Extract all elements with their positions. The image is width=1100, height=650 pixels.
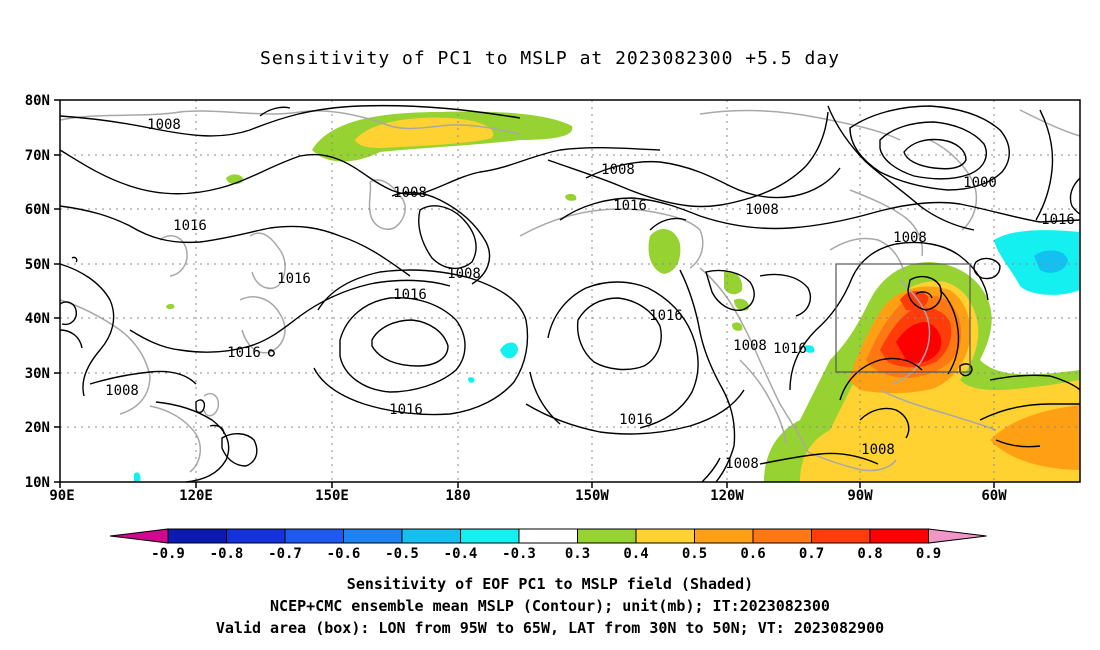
lat-label: 50N xyxy=(25,257,50,273)
contour-label: 1016 xyxy=(619,412,653,428)
contour-label: 1016 xyxy=(389,402,423,418)
contour-label: 1008 xyxy=(601,162,635,178)
axis-ticks xyxy=(54,99,995,488)
colorbar-swatch xyxy=(635,528,695,544)
lon-label: 120E xyxy=(179,488,213,504)
colorbar-label: -0.5 xyxy=(385,546,419,562)
colorbar-swatch xyxy=(167,528,227,544)
lon-label: 150W xyxy=(575,488,609,504)
contour-label: 1008 xyxy=(393,185,427,201)
contour-label: 1016 xyxy=(649,308,683,324)
lat-label: 80N xyxy=(25,93,50,109)
colorbar-label: -0.3 xyxy=(502,546,536,562)
lon-label: 180 xyxy=(445,488,470,504)
colorbar-swatch xyxy=(694,528,754,544)
valid-area-box xyxy=(835,263,971,373)
colorbar-label: -0.9 xyxy=(151,546,185,562)
colorbar-swatch xyxy=(811,528,871,544)
colorbar-swatch xyxy=(577,528,637,544)
contour-label: 1016 xyxy=(173,218,207,234)
grid-lines xyxy=(60,100,1080,482)
contour-label: 1008 xyxy=(733,338,767,354)
plot-frame xyxy=(59,99,1081,483)
contour-label: 1008 xyxy=(861,442,895,458)
contour-label: 1000 xyxy=(963,175,997,191)
lat-label: 10N xyxy=(25,475,50,491)
colorbar-swatch xyxy=(226,528,286,544)
lat-label: 70N xyxy=(25,148,50,164)
contour-label: 1008 xyxy=(745,202,779,218)
contour-labels: 1008 1008 1016 1016 1016 1008 1008 1016 … xyxy=(105,117,1075,472)
colorbar-max-arrow xyxy=(928,528,987,544)
map-title: Sensitivity of PC1 to MSLP at 2023082300… xyxy=(259,48,840,69)
lon-label: 60W xyxy=(981,488,1007,504)
colorbar-swatch xyxy=(343,528,403,544)
contour-label: 1008 xyxy=(147,117,181,133)
colorbar-swatch xyxy=(869,528,929,544)
colorbar-label: 0.4 xyxy=(623,546,648,562)
contour-label: 1016 xyxy=(227,345,261,361)
colorbar-swatch xyxy=(401,528,461,544)
colorbar-swatch xyxy=(284,528,344,544)
contour-label: 1008 xyxy=(725,456,759,472)
colorbar-label: 0.9 xyxy=(916,546,941,562)
lat-label: 20N xyxy=(25,420,50,436)
longitude-labels: 90E 120E 150E 180 150W 120W 90W 60W xyxy=(49,488,1007,504)
colorbar-label: -0.4 xyxy=(444,546,478,562)
lat-label: 60N xyxy=(25,202,50,218)
colorbar: -0.9 -0.8 -0.7 -0.6 -0.5 -0.4 -0.3 0.3 0.4 0.5 0.6… xyxy=(109,528,987,562)
mslp-contours xyxy=(59,104,1081,483)
contour-label: 1016 xyxy=(613,198,647,214)
colorbar-label: -0.6 xyxy=(327,546,361,562)
lat-label: 40N xyxy=(25,311,50,327)
contour-label: 1016 xyxy=(393,287,427,303)
colorbar-label: 0.7 xyxy=(799,546,824,562)
latitude-labels: 80N 70N 60N 50N 40N 30N 20N 10N xyxy=(25,93,50,491)
lon-label: 90W xyxy=(847,488,873,504)
colorbar-label: 0.8 xyxy=(857,546,882,562)
contour-label: 1008 xyxy=(105,383,139,399)
contour-label: 1008 xyxy=(893,230,927,246)
caption-line-1: Sensitivity of EOF PC1 to MSLP field (Sh… xyxy=(346,575,754,593)
contour-label: 1016 xyxy=(1041,212,1075,228)
lon-label: 90E xyxy=(49,488,74,504)
lon-label: 120W xyxy=(710,488,744,504)
colorbar-label: 0.6 xyxy=(740,546,765,562)
colorbar-swatch xyxy=(752,528,812,544)
contour-label: 1016 xyxy=(277,271,311,287)
colorbar-swatch xyxy=(518,528,578,544)
colorbar-label: -0.8 xyxy=(210,546,244,562)
colorbar-label: -0.7 xyxy=(268,546,302,562)
contour-label: 1008 xyxy=(447,266,481,282)
colorbar-swatch xyxy=(460,528,520,544)
caption-line-2: NCEP+CMC ensemble mean MSLP (Contour); u… xyxy=(270,597,830,615)
lon-label: 150E xyxy=(315,488,349,504)
colorbar-label: 0.5 xyxy=(682,546,707,562)
coastlines xyxy=(59,109,1081,473)
colorbar-min-arrow xyxy=(109,528,169,544)
caption-line-3: Valid area (box): LON from 95W to 65W, L… xyxy=(215,619,885,637)
colorbar-label: 0.3 xyxy=(565,546,590,562)
lat-label: 30N xyxy=(25,366,50,382)
contour-label: 1016 xyxy=(773,341,807,357)
